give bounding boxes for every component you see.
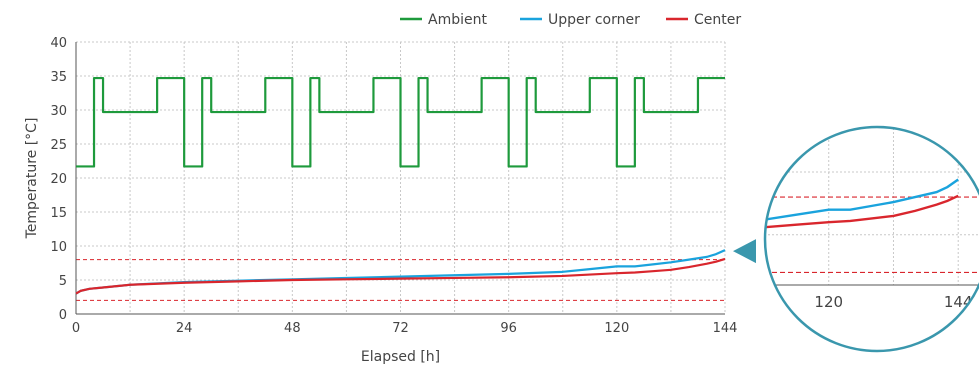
zoom-pointer-triangle: [733, 239, 756, 264]
zoom-series-line-center: [765, 194, 959, 261]
y-tick-label: 20: [50, 172, 67, 187]
legend-entry-label: Center: [694, 12, 741, 28]
y-tick-label: 35: [50, 70, 67, 85]
y-axis-title: Temperature [°C]: [24, 118, 40, 240]
x-tick-label: 48: [284, 321, 301, 336]
main-plot-area: 0 5 10 15 20 25 30 35 40 0 24 48 72 96 120 144 Elapsed […: [24, 36, 737, 365]
y-tick-label: 40: [50, 36, 67, 51]
zoom-circle-border: [763, 125, 979, 353]
x-tick-label: 144: [713, 321, 738, 336]
legend-entry-label: Upper corner: [548, 12, 640, 28]
x-tick-label: 96: [500, 321, 517, 336]
y-tick-label: 10: [50, 240, 67, 255]
x-tick-label: 120: [604, 321, 629, 336]
legend-entry-label: Ambient: [428, 12, 487, 28]
zoom-x-tick-label: 120: [814, 293, 843, 311]
legend: Ambient Upper corner Center: [400, 12, 741, 28]
x-tick-label: 72: [392, 321, 409, 336]
y-tick-label: 5: [59, 274, 67, 289]
x-tick-label: 0: [72, 321, 80, 336]
y-tick-label: 25: [50, 138, 67, 153]
x-tick-label: 24: [176, 321, 193, 336]
zoom-inset: 120 144: [733, 125, 979, 353]
zoom-series-line-upper-corner: [765, 178, 959, 261]
series-line-center: [75, 257, 726, 295]
y-tick-label: 0: [59, 308, 67, 323]
x-axis-title: Elapsed [h]: [361, 349, 440, 365]
y-tick-label: 30: [50, 104, 67, 119]
zoom-circle-background: [765, 127, 979, 351]
zoom-content: 120 144: [765, 127, 979, 311]
y-tick-label: 15: [50, 206, 67, 221]
series-line-ambient: [76, 76, 725, 168]
